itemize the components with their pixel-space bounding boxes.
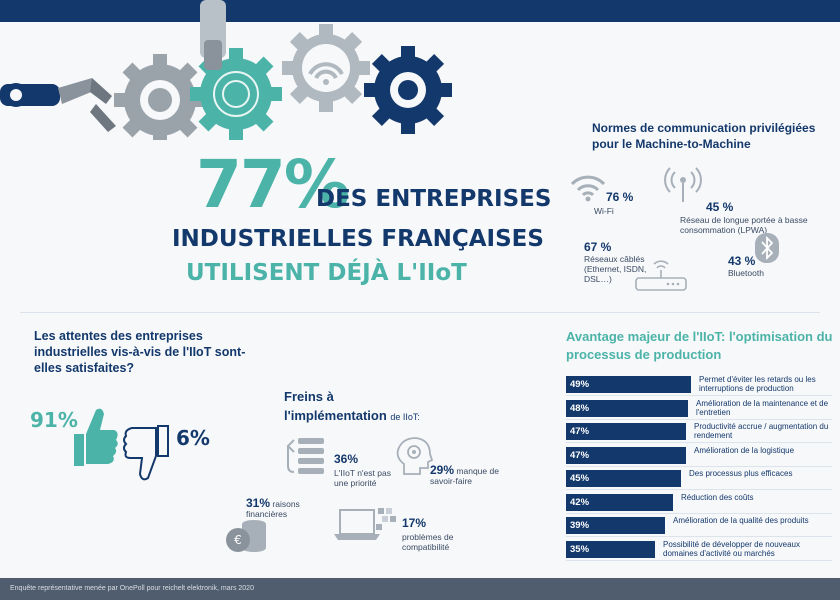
chart-bar: 45% xyxy=(566,470,681,487)
wifi-icon xyxy=(570,175,606,202)
frein-knowhow-pct: 29% xyxy=(430,463,455,477)
chart-category-label: Réduction des coûts xyxy=(681,493,754,502)
frein-finance-pct: 31% xyxy=(246,496,271,510)
freins-title: Freins à l'implémentation de IIoT: xyxy=(284,387,420,427)
headline-percent: 77% xyxy=(196,146,350,223)
frein-priority-pct: 36% xyxy=(334,452,359,466)
gear-icon-navy xyxy=(364,46,452,134)
chart-row-separator xyxy=(566,489,832,490)
robot-finger-icon xyxy=(200,0,226,70)
freins-title-line1: Freins à xyxy=(284,389,334,404)
frein-priority-label: L'IIoT n'est pas une priorité xyxy=(334,468,391,488)
m2m-bluetooth-pct: 43 % xyxy=(728,254,756,268)
m2m-wired-pct: 67 % xyxy=(584,240,612,254)
chart-bar: 35% xyxy=(566,541,655,558)
frein-knowhow-label: manque de savoir-faire xyxy=(430,466,499,486)
chart-value-label: 35% xyxy=(570,544,590,555)
coins-icon: € xyxy=(226,520,266,552)
svg-text:€: € xyxy=(234,533,242,547)
chart-bar: 48% xyxy=(566,400,688,417)
chart-value-label: 47% xyxy=(570,450,590,461)
m2m-wifi-label: Wi-Fi xyxy=(594,206,614,216)
chart-category-label: Amélioration de la maintenance et de l'e… xyxy=(696,399,829,417)
headline-line2: INDUSTRIELLES FRANÇAISES xyxy=(172,226,544,252)
frein-finance-label: raisons financières xyxy=(246,499,300,519)
chart-row-separator xyxy=(566,536,832,537)
chart-bar: 47% xyxy=(566,423,686,440)
chart-value-label: 49% xyxy=(570,379,590,390)
list-icon xyxy=(286,438,324,474)
gear-icon-teal xyxy=(190,48,282,140)
chart-value-label: 48% xyxy=(570,403,590,414)
chart-row-separator xyxy=(566,395,832,396)
thumbs-up-icon xyxy=(74,408,118,466)
freins-title-line2: l'implémentation xyxy=(284,408,387,423)
chart-value-label: 42% xyxy=(570,497,590,508)
chart-bar: 49% xyxy=(566,376,691,393)
chart-value-label: 45% xyxy=(570,473,590,484)
chart-row-separator xyxy=(566,419,832,420)
chart-bar: 42% xyxy=(566,494,673,511)
m2m-wifi-pct: 76 % xyxy=(606,190,634,204)
bluetooth-icon xyxy=(755,233,779,263)
m2m-lpwa-pct: 45 % xyxy=(706,200,734,214)
m2m-lpwa-label: Réseau de longue portée à basse consomma… xyxy=(680,215,808,235)
gears-illustration xyxy=(0,0,452,140)
robot-arm-icon xyxy=(0,78,116,132)
chart-row-separator xyxy=(566,513,832,514)
chart-title: Avantage majeur de l'IIoT: l'optimisatio… xyxy=(566,329,833,362)
chart-category-label: Productivité accrue / augmentation du re… xyxy=(694,422,829,440)
head-gear-icon xyxy=(396,437,434,475)
chart-value-label: 39% xyxy=(570,520,590,531)
m2m-wired-label: Réseaux câblés (Ethernet, ISDN, DSL…) xyxy=(584,254,647,284)
frein-compat-label: problèmes de compatibilité xyxy=(402,532,454,552)
satisfaction-yes-pct: 91% xyxy=(30,408,78,432)
headline-line1: DES ENTREPRISES xyxy=(316,186,552,212)
m2m-title: Normes de communication privilégiées pou… xyxy=(592,121,816,151)
antenna-icon xyxy=(664,167,702,202)
freins-title-suffix: de IIoT: xyxy=(390,412,420,422)
router-icon xyxy=(635,260,687,291)
divider xyxy=(20,312,820,313)
chart-bar: 47% xyxy=(566,447,686,464)
frein-finance: 31% raisons financières xyxy=(246,496,326,519)
frein-compat-pct: 17% xyxy=(402,516,427,530)
chart-category-label: Amélioration de la qualité des produits xyxy=(673,516,809,525)
satisfaction-no-pct: 6% xyxy=(176,426,210,450)
footer: Enquête représentative menée par OnePoll… xyxy=(0,578,840,600)
frein-knowhow: 29% manque de savoir-faire xyxy=(430,463,510,486)
chart-bar: 39% xyxy=(566,517,665,534)
chart-category-label: Amélioration de la logistique xyxy=(694,446,795,455)
chart-row-separator xyxy=(566,560,832,561)
chart-row-separator xyxy=(566,466,832,467)
satisfaction-title: Les attentes des entreprises industriell… xyxy=(34,329,246,375)
chart-row-separator xyxy=(566,442,832,443)
gear-icon-grey-right xyxy=(282,24,370,112)
laptop-icon xyxy=(334,508,396,540)
chart-category-label: Permet d'éviter les retards ou les inter… xyxy=(699,375,816,393)
chart-category-label: Des processus plus efficaces xyxy=(689,469,793,478)
headline-line3: UTILISENT DÉJÀ L'IIoT xyxy=(186,260,467,286)
thumbs-down-icon xyxy=(123,425,169,481)
chart-category-label: Possibilité de développer de nouveaux do… xyxy=(663,540,800,558)
m2m-bluetooth-label: Bluetooth xyxy=(728,268,764,278)
chart-value-label: 47% xyxy=(570,426,590,437)
